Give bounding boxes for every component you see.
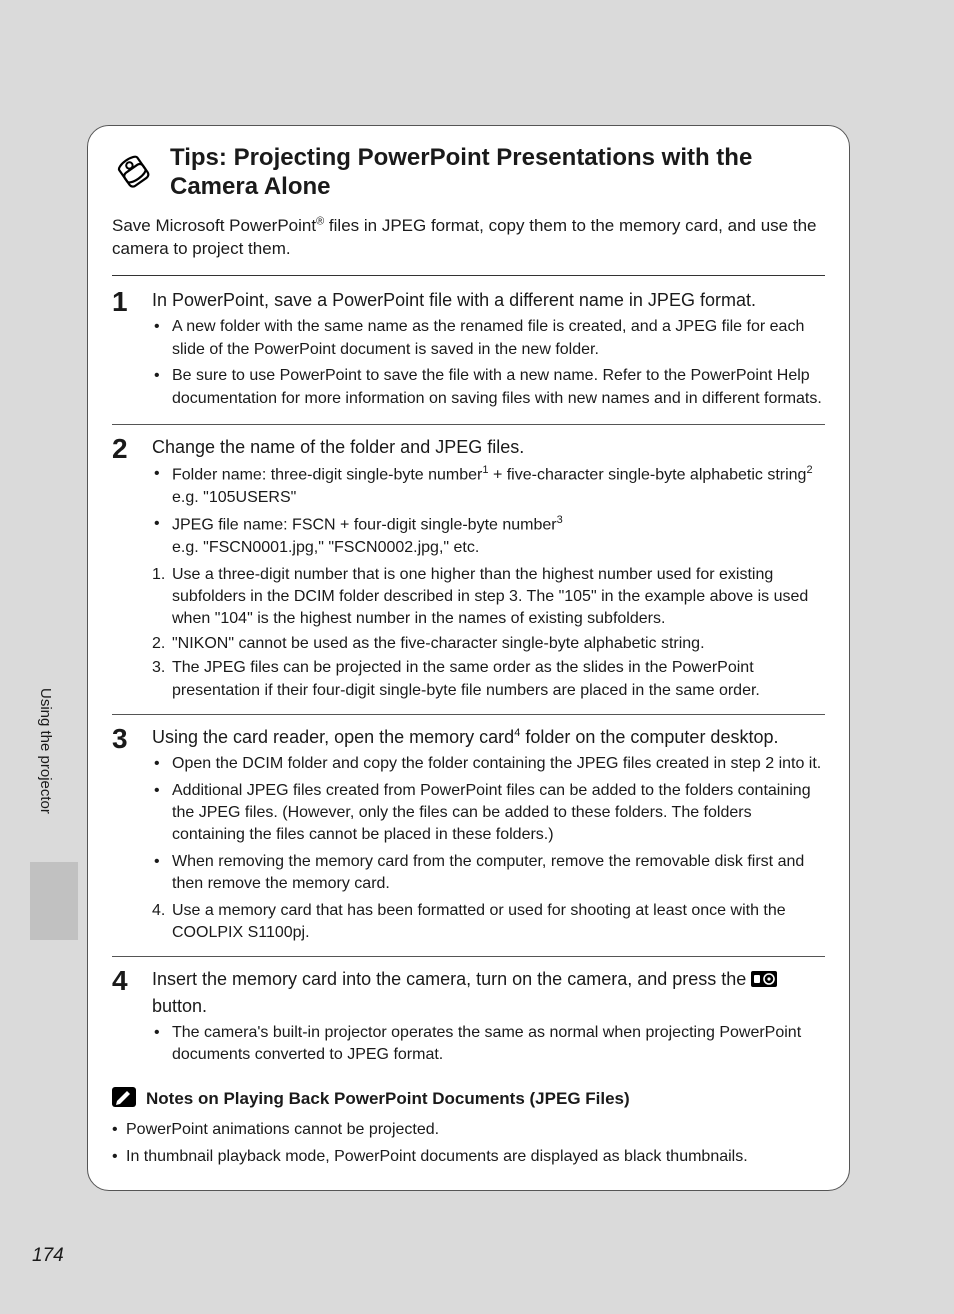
bullet: Be sure to use PowerPoint to save the fi…	[168, 365, 825, 410]
footnote: 2."NIKON" cannot be used as the five-cha…	[152, 633, 825, 655]
step-number: 2	[112, 435, 138, 463]
step-number: 4	[112, 967, 138, 995]
tip-tag-icon	[112, 150, 156, 199]
step-number: 3	[112, 725, 138, 753]
note-item: PowerPoint animations cannot be projecte…	[126, 1118, 825, 1141]
side-tab-marker	[30, 862, 78, 940]
step-4: 4 Insert the memory card into the camera…	[112, 956, 825, 1070]
step-title: In PowerPoint, save a PowerPoint file wi…	[152, 288, 825, 312]
separator	[112, 275, 825, 276]
step-1: 1 In PowerPoint, save a PowerPoint file …	[112, 282, 825, 414]
projector-button-icon	[751, 969, 777, 993]
bullet: The camera's built-in projector operates…	[168, 1022, 825, 1067]
content-panel: Tips: Projecting PowerPoint Presentation…	[87, 125, 850, 1191]
bullet: Additional JPEG files created from Power…	[168, 780, 825, 847]
pencil-note-icon	[112, 1087, 136, 1112]
step-title: Using the card reader, open the memory c…	[152, 725, 825, 749]
footnote: 3.The JPEG files can be projected in the…	[152, 657, 825, 702]
step-number: 1	[112, 288, 138, 316]
step-title: Change the name of the folder and JPEG f…	[152, 435, 825, 459]
bullet: A new folder with the same name as the r…	[168, 316, 825, 361]
bullet: When removing the memory card from the c…	[168, 851, 825, 896]
intro-paragraph: Save Microsoft PowerPoint® files in JPEG…	[112, 214, 825, 262]
side-section-label: Using the projector	[37, 688, 54, 814]
footnote: 4.Use a memory card that has been format…	[152, 900, 825, 945]
step-2: 2 Change the name of the folder and JPEG…	[112, 424, 825, 704]
footnote: 1.Use a three-digit number that is one h…	[152, 564, 825, 631]
notes-title: Notes on Playing Back PowerPoint Documen…	[146, 1089, 630, 1109]
note-item: In thumbnail playback mode, PowerPoint d…	[126, 1145, 825, 1168]
notes-section: Notes on Playing Back PowerPoint Documen…	[112, 1087, 825, 1168]
bullet: Folder name: three-digit single-byte num…	[168, 463, 825, 509]
step-title: Insert the memory card into the camera, …	[152, 967, 825, 1018]
tip-title: Tips: Projecting PowerPoint Presentation…	[170, 144, 825, 202]
page-number: 174	[32, 1245, 64, 1267]
bullet: JPEG file name: FSCN + four-digit single…	[168, 513, 825, 559]
step-3: 3 Using the card reader, open the memory…	[112, 714, 825, 946]
bullet: Open the DCIM folder and copy the folder…	[168, 753, 825, 775]
